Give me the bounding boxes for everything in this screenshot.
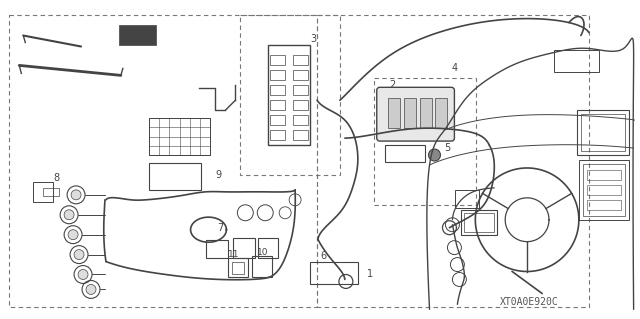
Bar — [234, 238, 255, 257]
Bar — [388, 98, 399, 128]
Bar — [579, 160, 628, 220]
Bar — [232, 262, 244, 273]
Bar — [270, 56, 285, 65]
Circle shape — [429, 149, 440, 161]
Text: 3: 3 — [310, 33, 316, 43]
Bar — [268, 45, 310, 145]
Circle shape — [64, 210, 74, 220]
Bar — [461, 210, 497, 235]
Bar — [205, 240, 228, 257]
Text: 8: 8 — [53, 173, 60, 183]
Bar — [270, 115, 285, 125]
Bar — [33, 182, 53, 202]
Bar — [317, 15, 589, 307]
Bar — [293, 130, 308, 140]
Bar — [252, 256, 272, 278]
Circle shape — [68, 230, 78, 240]
Text: 7: 7 — [218, 223, 223, 233]
Bar — [577, 110, 628, 155]
Text: 10: 10 — [257, 248, 268, 257]
Bar — [293, 56, 308, 65]
Bar — [374, 78, 476, 205]
Bar — [293, 115, 308, 125]
Bar — [10, 15, 317, 307]
Bar — [465, 213, 494, 232]
Bar — [583, 164, 625, 216]
Bar — [293, 100, 308, 110]
Bar — [44, 188, 59, 196]
FancyBboxPatch shape — [377, 87, 454, 141]
Bar — [293, 85, 308, 95]
Bar — [270, 85, 285, 95]
Bar — [270, 100, 285, 110]
Bar — [259, 238, 278, 257]
Text: 9: 9 — [216, 170, 221, 180]
Bar — [119, 25, 156, 45]
Bar — [310, 262, 358, 285]
Bar — [228, 257, 248, 278]
Bar — [270, 70, 285, 80]
Bar — [293, 70, 308, 80]
Bar — [420, 98, 431, 128]
Circle shape — [78, 270, 88, 279]
Text: 6: 6 — [320, 251, 326, 261]
Text: 5: 5 — [444, 143, 451, 153]
Bar — [554, 50, 599, 72]
Bar — [587, 170, 621, 180]
Bar — [148, 118, 211, 155]
Bar — [587, 200, 621, 210]
Circle shape — [86, 285, 96, 294]
Bar — [456, 190, 479, 208]
Bar — [241, 15, 340, 175]
Text: 2: 2 — [390, 80, 396, 90]
Circle shape — [71, 190, 81, 200]
Bar — [587, 185, 621, 195]
Bar — [435, 98, 447, 128]
Text: 1: 1 — [367, 270, 373, 279]
Circle shape — [74, 249, 84, 260]
Text: 4: 4 — [451, 63, 458, 73]
Bar — [581, 114, 625, 151]
Bar — [270, 130, 285, 140]
Text: XT0A0E920C: XT0A0E920C — [500, 297, 559, 307]
Bar — [385, 145, 424, 162]
Bar — [148, 163, 200, 190]
Bar — [404, 98, 415, 128]
Text: 11: 11 — [228, 250, 239, 259]
